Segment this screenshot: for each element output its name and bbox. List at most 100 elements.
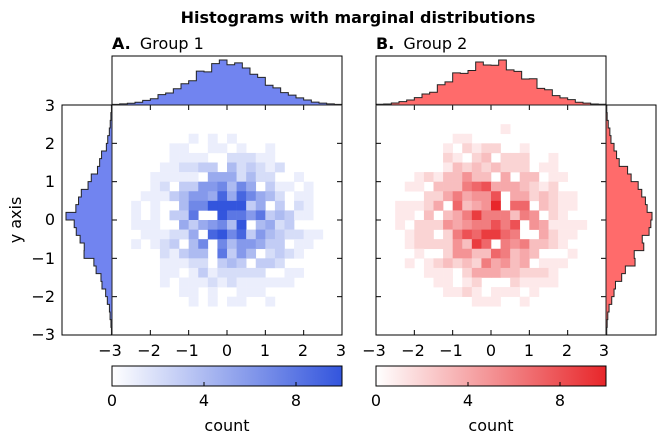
heatmap-cell bbox=[255, 172, 266, 182]
heatmap-cell bbox=[462, 181, 473, 192]
side-marginal-histogram bbox=[605, 104, 653, 336]
heatmap-cell bbox=[198, 248, 209, 259]
heatmap-cell bbox=[265, 296, 276, 307]
heatmap-cell bbox=[548, 239, 559, 250]
heatmap-cell bbox=[159, 258, 170, 269]
heatmap-cell bbox=[294, 210, 304, 221]
heatmap-cell bbox=[558, 258, 568, 269]
heatmap-cell bbox=[188, 191, 199, 202]
heatmap-cell bbox=[462, 220, 473, 230]
heatmap-cell bbox=[500, 152, 511, 163]
heatmap-cell bbox=[452, 220, 463, 230]
heatmap-cell bbox=[265, 248, 276, 259]
heatmap-cell bbox=[140, 191, 151, 202]
heatmap-cell bbox=[217, 143, 228, 154]
heatmap-cell bbox=[274, 181, 285, 192]
heatmap-cell bbox=[414, 229, 425, 240]
heatmap-cell bbox=[443, 277, 453, 288]
heatmap-cell bbox=[294, 229, 304, 240]
heatmap-cell bbox=[236, 172, 247, 182]
panel-b-name: Group 2 bbox=[403, 34, 467, 53]
heatmap-cell bbox=[169, 239, 180, 250]
heatmap-cell bbox=[414, 181, 425, 192]
heatmap-cell bbox=[159, 277, 170, 288]
heatmap-cell bbox=[236, 181, 247, 192]
heatmap-cell bbox=[246, 287, 257, 297]
heatmap-cell bbox=[265, 181, 276, 192]
heatmap-cell bbox=[188, 248, 199, 259]
panel-a-name: Group 1 bbox=[140, 34, 204, 53]
x-tick-label: −2 bbox=[401, 341, 425, 360]
heatmap-cell bbox=[131, 239, 142, 250]
heatmap-cell bbox=[443, 258, 453, 269]
heatmap-cell bbox=[159, 239, 170, 250]
heatmap-cell bbox=[227, 277, 237, 288]
heatmap-cell bbox=[188, 152, 199, 163]
heatmap-cell bbox=[217, 229, 228, 240]
x-tick-label: −2 bbox=[137, 341, 161, 360]
heatmap-cell bbox=[236, 239, 247, 250]
heatmap-cell bbox=[198, 162, 209, 173]
heatmap-cell bbox=[491, 210, 501, 221]
heatmap-cell bbox=[188, 239, 199, 250]
heatmap-cell bbox=[452, 200, 463, 211]
heatmap-cell bbox=[294, 267, 304, 278]
heatmap-cell bbox=[510, 162, 521, 173]
heatmap-cell bbox=[519, 296, 530, 307]
heatmap-cell bbox=[500, 248, 511, 259]
heatmap-cell bbox=[491, 229, 501, 240]
heatmap-cell bbox=[433, 191, 444, 202]
heatmap-cell bbox=[529, 287, 540, 297]
heatmap-cell bbox=[236, 267, 247, 278]
heatmap-cell bbox=[500, 172, 511, 182]
heatmap-cell bbox=[179, 248, 189, 259]
heatmap-cell bbox=[284, 210, 295, 221]
heatmap-cell bbox=[471, 143, 482, 154]
heatmap-cell bbox=[246, 200, 257, 211]
heatmap-cell bbox=[159, 162, 170, 173]
heatmap-cell bbox=[140, 229, 151, 240]
heatmap-cell bbox=[491, 248, 501, 259]
heatmap-cell bbox=[519, 277, 530, 288]
heatmap-cell bbox=[404, 210, 415, 221]
heatmap-cell bbox=[246, 172, 257, 182]
heatmap-cell bbox=[188, 200, 199, 211]
heatmap-cell bbox=[471, 162, 482, 173]
heatmap-cell bbox=[548, 210, 559, 221]
heatmap-cell bbox=[169, 172, 180, 182]
y-tick-label: −3 bbox=[31, 325, 55, 344]
heatmap-cell bbox=[246, 191, 257, 202]
heatmap-cell bbox=[462, 200, 473, 211]
heatmap-cell bbox=[529, 181, 540, 192]
heatmap-cell bbox=[500, 267, 511, 278]
colorbar-tick-label: 8 bbox=[555, 391, 565, 410]
heatmap-cell bbox=[538, 258, 549, 269]
plot-layer bbox=[61, 55, 657, 387]
heatmap-cell bbox=[131, 220, 142, 230]
heatmap-cell bbox=[423, 220, 434, 230]
heatmap-cell bbox=[198, 239, 209, 250]
heatmap-cell bbox=[500, 229, 511, 240]
heatmap-cell bbox=[433, 277, 444, 288]
heatmap-cell bbox=[188, 162, 199, 173]
heatmap-cell bbox=[433, 181, 444, 192]
heatmap-cell bbox=[265, 277, 276, 288]
heatmap-cell bbox=[548, 258, 559, 269]
heatmap-cell bbox=[462, 258, 473, 269]
heatmap-cell bbox=[227, 258, 237, 269]
heatmap-cell bbox=[303, 210, 314, 221]
heatmap-cell bbox=[491, 220, 501, 230]
heatmap-cell bbox=[303, 239, 314, 250]
heatmap-cell bbox=[294, 191, 304, 202]
x-tick-label: 2 bbox=[562, 341, 572, 360]
heatmap-cell bbox=[443, 162, 453, 173]
heatmap-cell bbox=[198, 152, 209, 163]
heatmap-cell bbox=[265, 172, 276, 182]
heatmap-cell bbox=[169, 162, 180, 173]
heatmap-cell bbox=[452, 191, 463, 202]
heatmap-cell bbox=[207, 191, 218, 202]
heatmap-cell bbox=[519, 248, 530, 259]
heatmap-cell bbox=[169, 152, 180, 163]
heatmap-cell bbox=[471, 210, 482, 221]
